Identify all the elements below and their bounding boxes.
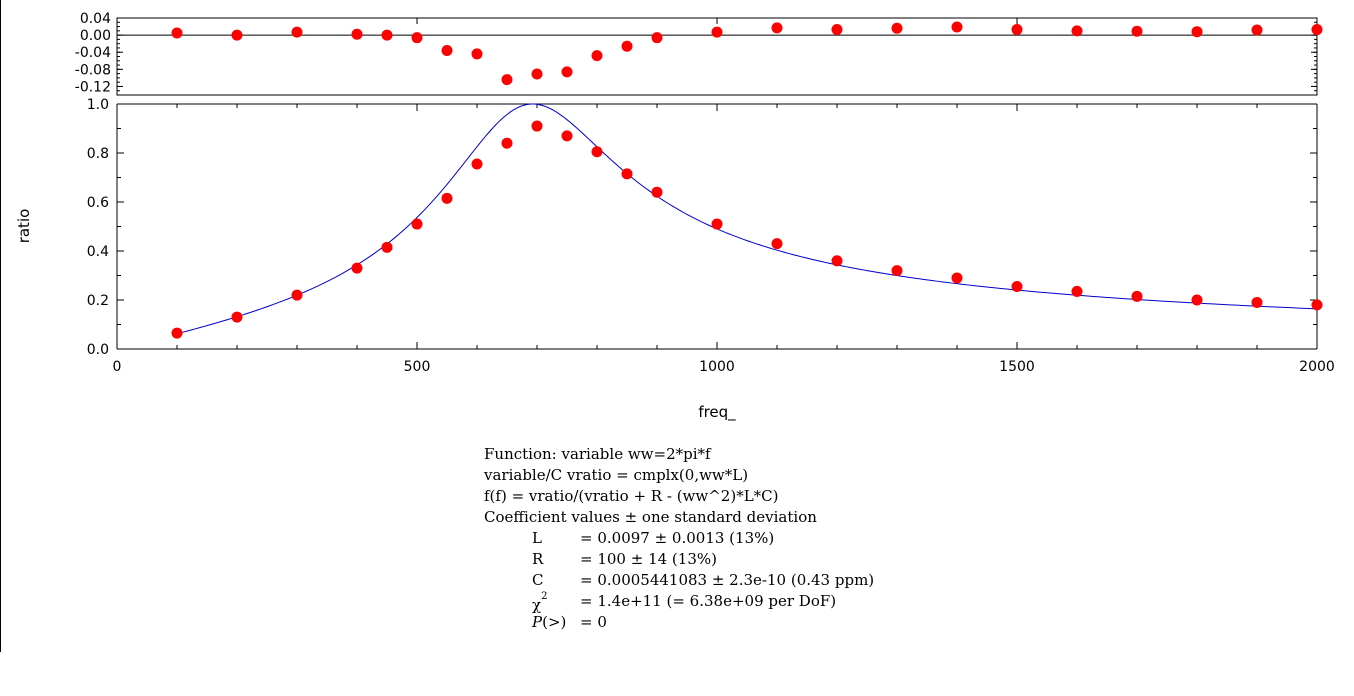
- data-point: [711, 218, 723, 230]
- data-point: [951, 272, 963, 284]
- x-tick-label: 1000: [699, 359, 735, 375]
- data-point: [1011, 281, 1023, 293]
- residual-point: [1131, 25, 1143, 37]
- data-point: [411, 218, 423, 230]
- y-tick-label: 0.8: [87, 146, 109, 162]
- data-point: [171, 327, 183, 339]
- data-point: [501, 137, 513, 149]
- data-point: [381, 241, 393, 253]
- data-points: [171, 120, 1323, 339]
- p-suffix: (>): [542, 613, 567, 631]
- x-tick-label: 2000: [1299, 359, 1335, 375]
- x-tick-label: 1500: [999, 359, 1035, 375]
- y-tick-label: 0.4: [87, 244, 109, 260]
- y-tick-label: 0.2: [87, 293, 109, 309]
- data-point: [441, 192, 453, 204]
- data-point: [291, 289, 303, 301]
- chi-square-value: = 1.4e+11 (= 6.38e+09 per DoF): [580, 592, 837, 610]
- y-tick-label: 1.0: [87, 97, 109, 113]
- fit-function-line: f(f) = vratio/(vratio + R - (ww^2)*L*C): [484, 487, 779, 505]
- residual-y-tick-label: -0.12: [75, 79, 111, 95]
- data-point: [231, 311, 243, 323]
- p-value-label: P(>): [532, 612, 566, 633]
- residual-point: [351, 28, 363, 40]
- residual-point: [561, 66, 573, 78]
- residual-point: [471, 48, 483, 60]
- coefficient-value: = 0.0005441083 ± 2.3e-10 (0.43 ppm): [580, 571, 875, 589]
- coefficient-value: = 0.0097 ± 0.0013 (13%): [580, 529, 775, 547]
- p-symbol: P: [532, 613, 543, 631]
- data-point: [1251, 296, 1263, 308]
- residual-point: [951, 21, 963, 33]
- residual-point: [411, 32, 423, 44]
- fit-function-line: variable/C vratio = cmplx(0,ww*L): [484, 466, 749, 484]
- residual-point: [441, 45, 453, 57]
- data-point: [531, 120, 543, 132]
- residual-point: [891, 22, 903, 34]
- main-axes: 0.0 0.2 0.4 0.6 0.8 1.0 0 500 1000 1500 2000: [87, 97, 1335, 375]
- data-point: [561, 130, 573, 142]
- residual-point: [531, 68, 543, 80]
- data-point: [591, 146, 603, 158]
- residual-point: [1311, 24, 1323, 36]
- residual-point: [651, 32, 663, 44]
- window-left-edge: [0, 0, 1, 652]
- fit-curve: [176, 103, 1318, 335]
- residual-point: [711, 26, 723, 38]
- p-value: = 0: [580, 613, 607, 631]
- data-point: [1071, 285, 1083, 297]
- data-point: [471, 158, 483, 170]
- residual-y-tick-label: -0.08: [75, 62, 111, 78]
- residual-y-tick-label: 0.04: [80, 11, 111, 27]
- y-axis-label: ratio: [15, 209, 33, 244]
- chi-symbol: χ: [532, 596, 542, 614]
- residual-point: [1011, 24, 1023, 36]
- x-tick-label: 0: [113, 359, 122, 375]
- chi-exponent: 2: [541, 591, 548, 602]
- residual-point: [1071, 25, 1083, 37]
- y-tick-label: 0.0: [87, 342, 109, 358]
- residual-point: [171, 27, 183, 39]
- coefficient-row: C = 0.0005441083 ± 2.3e-10 (0.43 ppm): [484, 570, 874, 591]
- data-point: [831, 255, 843, 267]
- coefficients-heading: Coefficient values ± one standard deviat…: [484, 508, 817, 526]
- data-point: [1191, 294, 1203, 306]
- fit-results: Function: variable ww=2*pi*f variable/C …: [484, 444, 874, 633]
- residual-point: [381, 29, 393, 41]
- coefficient-row: R = 100 ± 14 (13%): [484, 549, 817, 570]
- x-axis-label: freq_: [698, 403, 736, 422]
- data-point: [351, 262, 363, 274]
- y-tick-label: 0.6: [87, 195, 109, 211]
- residual-point: [501, 74, 513, 86]
- residual-point: [591, 50, 603, 62]
- coefficient-name: R: [532, 550, 544, 568]
- coefficient-name: C: [532, 571, 544, 589]
- residual-point: [291, 26, 303, 38]
- chi-square-row: χ2 = 1.4e+11 (= 6.38e+09 per DoF): [484, 591, 836, 614]
- p-value-row: P(>) = 0: [484, 612, 817, 633]
- data-point: [621, 168, 633, 180]
- coefficient-value: = 100 ± 14 (13%): [580, 550, 717, 568]
- residual-point: [1251, 24, 1263, 36]
- residual-point: [771, 22, 783, 34]
- coefficient-name: L: [532, 529, 542, 547]
- residual-y-tick-label: 0.00: [80, 28, 111, 44]
- residual-axes: 0.040.00-0.04-0.08-0.12: [75, 11, 1318, 96]
- data-point: [651, 186, 663, 198]
- chi-square-label: χ2: [532, 591, 547, 616]
- residual-points: [171, 21, 1323, 86]
- fit-function-line: Function: variable ww=2*pi*f: [484, 445, 711, 463]
- data-point: [891, 265, 903, 277]
- x-tick-label: 500: [404, 359, 431, 375]
- residual-point: [231, 29, 243, 41]
- residual-point: [831, 24, 843, 36]
- coefficient-row: L = 0.0097 ± 0.0013 (13%): [484, 528, 817, 549]
- residual-point: [621, 40, 633, 52]
- data-point: [1311, 299, 1323, 311]
- data-point: [771, 238, 783, 250]
- residual-point: [1191, 26, 1203, 38]
- residual-y-tick-label: -0.04: [75, 45, 111, 61]
- data-point: [1131, 290, 1143, 302]
